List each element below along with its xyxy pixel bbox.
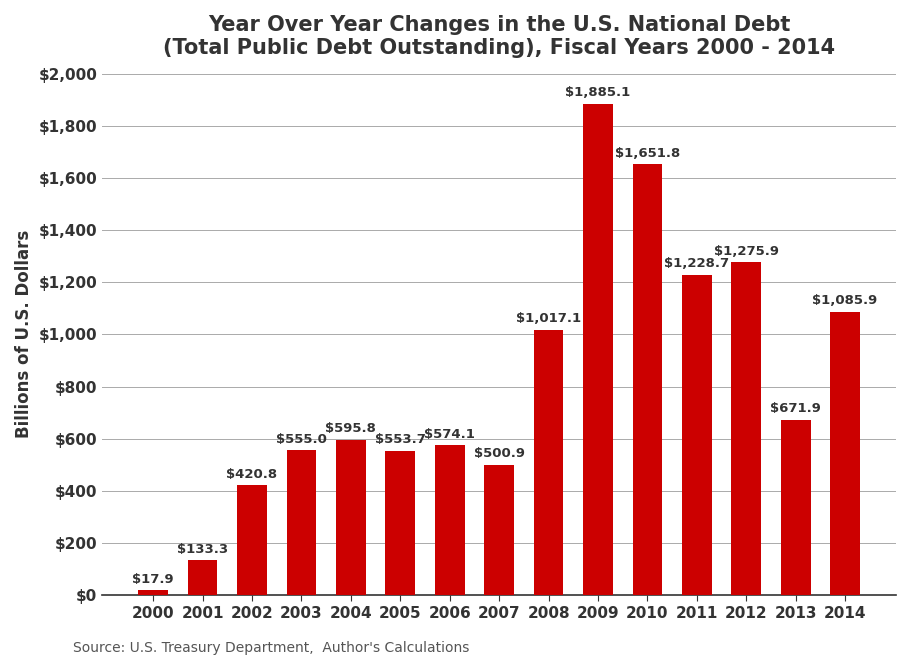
Bar	[830, 312, 860, 595]
Title: Year Over Year Changes in the U.S. National Debt
(Total Public Debt Outstanding): Year Over Year Changes in the U.S. Natio…	[163, 15, 835, 58]
Bar	[287, 450, 316, 595]
Text: $420.8: $420.8	[227, 467, 278, 481]
Text: Source: U.S. Treasury Department,  Author's Calculations: Source: U.S. Treasury Department, Author…	[73, 641, 469, 655]
Bar	[682, 275, 711, 595]
Y-axis label: Billions of U.S. Dollars: Billions of U.S. Dollars	[15, 230, 33, 438]
Text: $500.9: $500.9	[474, 447, 525, 460]
Bar	[632, 164, 662, 595]
Bar	[534, 330, 563, 595]
Text: $671.9: $671.9	[770, 402, 821, 415]
Bar	[583, 103, 613, 595]
Text: $17.9: $17.9	[132, 573, 174, 586]
Text: $133.3: $133.3	[177, 543, 228, 555]
Bar	[435, 446, 465, 595]
Text: $1,651.8: $1,651.8	[615, 147, 680, 160]
Text: $1,885.1: $1,885.1	[566, 86, 630, 99]
Bar	[336, 440, 365, 595]
Text: $555.0: $555.0	[276, 433, 327, 446]
Text: $1,017.1: $1,017.1	[516, 312, 581, 325]
Bar	[485, 465, 514, 595]
Bar	[188, 560, 218, 595]
Bar	[385, 451, 415, 595]
Bar	[237, 485, 267, 595]
Bar	[138, 591, 168, 595]
Text: $595.8: $595.8	[325, 422, 376, 435]
Text: $1,275.9: $1,275.9	[713, 245, 779, 258]
Bar	[732, 262, 761, 595]
Text: $553.7: $553.7	[374, 433, 425, 446]
Bar	[781, 420, 811, 595]
Text: $574.1: $574.1	[425, 428, 476, 441]
Text: $1,228.7: $1,228.7	[664, 257, 730, 270]
Text: $1,085.9: $1,085.9	[813, 295, 877, 307]
